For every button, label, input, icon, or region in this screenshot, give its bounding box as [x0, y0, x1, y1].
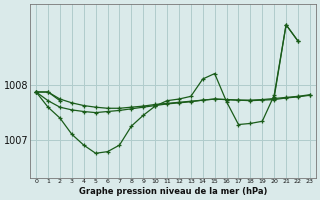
X-axis label: Graphe pression niveau de la mer (hPa): Graphe pression niveau de la mer (hPa): [79, 187, 267, 196]
